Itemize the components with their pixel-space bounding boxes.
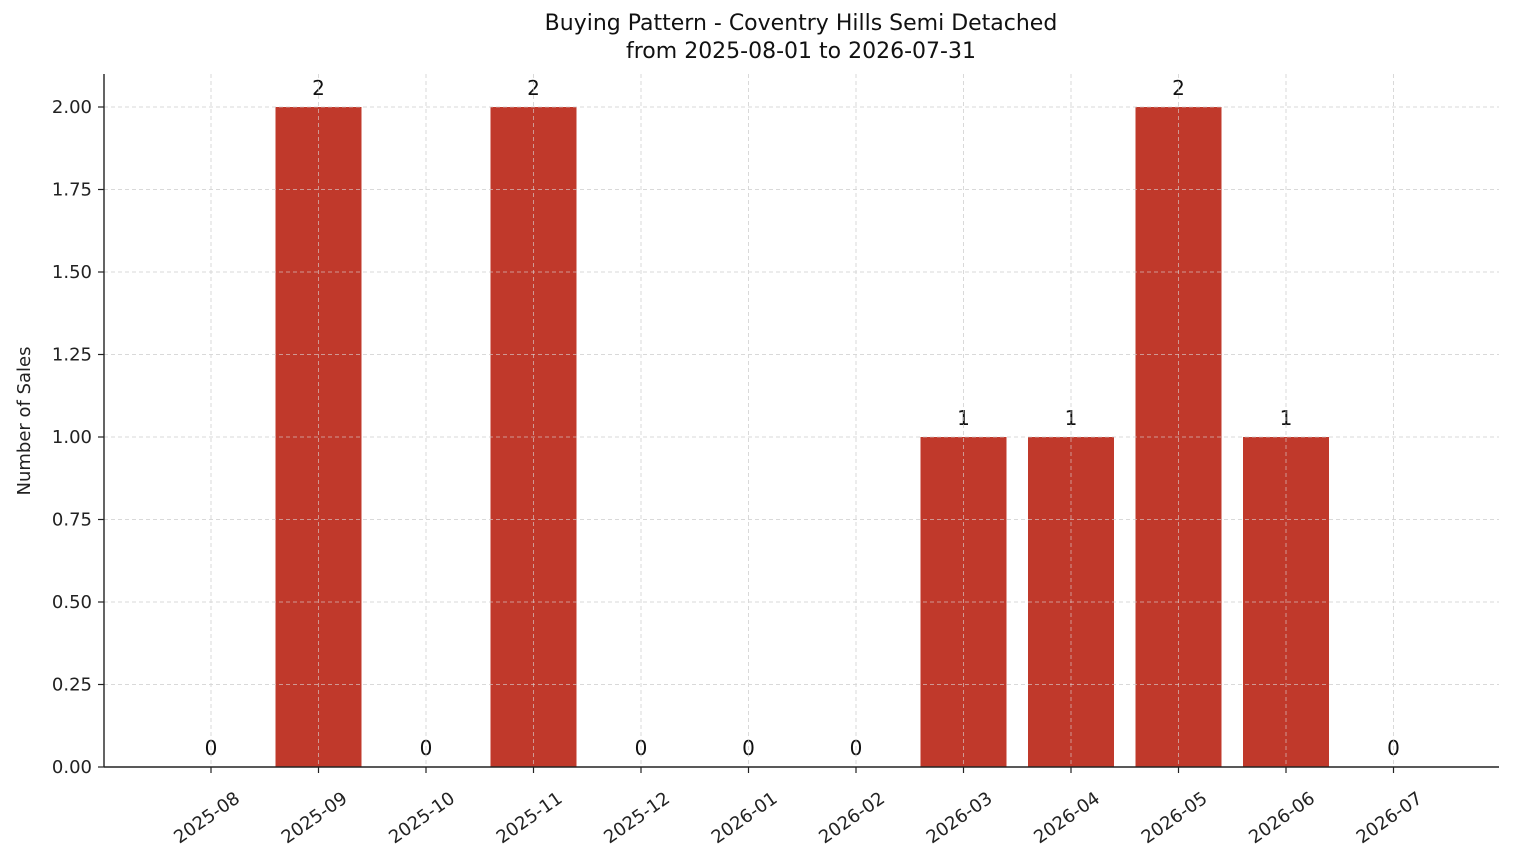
y-tick-label: 0.25 [52, 675, 92, 696]
y-axis-label: Number of Sales [14, 346, 35, 495]
x-tick-label: 2026-07 [1353, 788, 1427, 848]
y-tick-label: 1.50 [52, 262, 92, 283]
y-tick-label: 1.00 [52, 427, 92, 448]
x-tick-label: 2025-08 [170, 788, 244, 848]
y-tick-label: 1.25 [52, 345, 92, 366]
y-tick-label: 1.75 [52, 180, 92, 201]
chart-subtitle: from 2025-08-01 to 2026-07-31 [626, 39, 976, 64]
x-tick-label: 2026-05 [1138, 788, 1212, 848]
x-tick-label: 2026-02 [815, 788, 889, 848]
x-tick-label: 2026-01 [708, 788, 782, 848]
y-tick-label: 0.75 [52, 510, 92, 531]
x-tick-label: 2025-12 [600, 788, 674, 848]
y-tick-label: 2.00 [52, 97, 92, 118]
x-tick-label: 2026-04 [1030, 788, 1104, 848]
chart-title: Buying Pattern - Coventry Hills Semi Det… [544, 11, 1058, 36]
x-tick-label: 2026-03 [923, 788, 997, 848]
y-tick-label: 0.00 [52, 757, 92, 778]
y-tick-label: 0.50 [52, 592, 92, 613]
x-tick-label: 2025-11 [493, 788, 567, 848]
x-tick-label: 2026-06 [1245, 788, 1319, 848]
x-tick-label: 2025-10 [385, 788, 459, 848]
x-tick-label: 2025-09 [278, 788, 352, 848]
